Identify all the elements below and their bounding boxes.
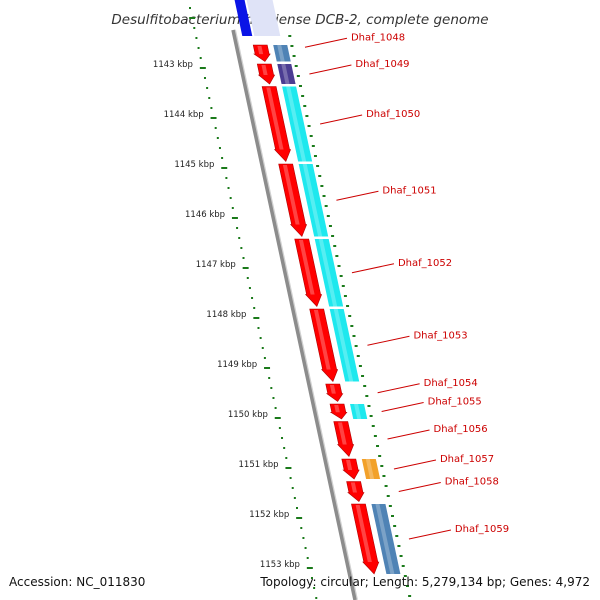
gene-cog-highlight [277, 45, 285, 62]
gene-leader-line [381, 402, 424, 412]
accession-text: Accession: NC_011830 [9, 575, 146, 589]
scale-label: 1150 kbp [228, 410, 268, 420]
gene-arrow-highlight [329, 385, 336, 394]
gene-leader-line [351, 263, 395, 274]
scale-label: 1146 kbp [185, 210, 225, 220]
gene-cog-block [282, 86, 313, 162]
genome-summary-text: Topology: circular; Length: 5,279,134 bp… [260, 575, 590, 589]
gene-leader-line [408, 529, 452, 540]
previous-gene-shade [246, 0, 281, 36]
gene-cog-highlight [375, 504, 395, 574]
gene-cog-block [314, 239, 344, 307]
scale-label: 1143 kbp [153, 60, 193, 70]
gene-cog-highlight [318, 239, 338, 307]
gene-label: Dhaf_1049 [355, 59, 409, 70]
gene-leader-line [336, 190, 379, 201]
outer-tick-ruler [288, 35, 412, 597]
gene-arrow-highlight [334, 405, 340, 413]
gene-arrow-highlight [350, 482, 357, 493]
gene-cog-highlight [333, 309, 354, 382]
gene-label: Dhaf_1050 [366, 109, 420, 120]
gene-leader-line [393, 459, 437, 470]
gene-label: Dhaf_1051 [382, 185, 436, 196]
gene-leader-line [367, 335, 410, 346]
gene-label: Dhaf_1057 [440, 454, 494, 465]
scale-label: 1144 kbp [164, 110, 204, 120]
gene-leader-line [320, 114, 363, 125]
gene-arrow-highlight [313, 310, 331, 370]
gene-leader-line [309, 64, 352, 75]
scale-label: 1151 kbp [239, 460, 279, 470]
scale-label: 1145 kbp [174, 160, 214, 170]
gene-label: Dhaf_1053 [413, 330, 467, 341]
gene-track [252, 44, 401, 575]
scale-labels: 1143 kbp 1144 kbp 1145 kbp 1146 kbp 1147 kbp… [153, 60, 300, 570]
gene-cog-block [361, 459, 381, 479]
scale-label: 1152 kbp [249, 510, 289, 520]
gene-cog-block [277, 64, 296, 84]
gene-label: Dhaf_1048 [351, 32, 405, 43]
gene-label: Dhaf_1052 [398, 258, 452, 269]
gene-leader-line [398, 482, 441, 492]
gene-cog-highlight [302, 164, 323, 237]
backbone [231, 29, 357, 600]
gene-arrow-highlight [257, 46, 264, 55]
gene-leader-line [377, 383, 420, 394]
map-title: Desulfitobacterium hafniense DCB-2, comp… [111, 12, 488, 28]
gene-arrow-highlight [355, 505, 372, 562]
previous-gene-cog-block [234, 0, 253, 36]
gene-leader-line [387, 429, 430, 440]
gene-arrow-highlight [298, 240, 315, 295]
previous-gene-fragment [234, 0, 281, 36]
gene-cog-highlight [286, 86, 307, 162]
scale-label: 1149 kbp [217, 360, 257, 370]
gene-arrow-highlight [282, 165, 300, 225]
inner-scale-ruler [189, 7, 318, 599]
gene-cog-highlight [281, 64, 290, 84]
gene-cog-block [298, 164, 329, 237]
gene-label: Dhaf_1058 [445, 477, 499, 488]
gene-arrow-highlight [346, 460, 353, 470]
gene-label: Dhaf_1055 [428, 397, 482, 408]
gene-cog-block [273, 45, 291, 62]
scale-label: 1147 kbp [196, 260, 236, 270]
scale-label: 1153 kbp [260, 560, 300, 570]
gene-arrow-highlight [337, 422, 347, 445]
gene-cog-highlight [354, 404, 362, 419]
gene-label: Dhaf_1059 [455, 524, 509, 535]
gene-labels: Dhaf_1048 Dhaf_1049 Dhaf_1050 Dhaf_1051 Dhaf… [304, 32, 509, 540]
gene-arrow-highlight [266, 87, 284, 150]
gene-label: Dhaf_1054 [424, 378, 478, 389]
gene-arrow-highlight [261, 65, 268, 75]
gene-label: Dhaf_1056 [434, 424, 488, 435]
gene-cog-highlight [365, 459, 375, 479]
gene-leader-line [304, 37, 348, 48]
gene-cog-block [350, 404, 368, 419]
gene-cog-block [329, 309, 360, 382]
scale-label: 1148 kbp [206, 310, 246, 320]
gene-cog-block [371, 504, 401, 574]
